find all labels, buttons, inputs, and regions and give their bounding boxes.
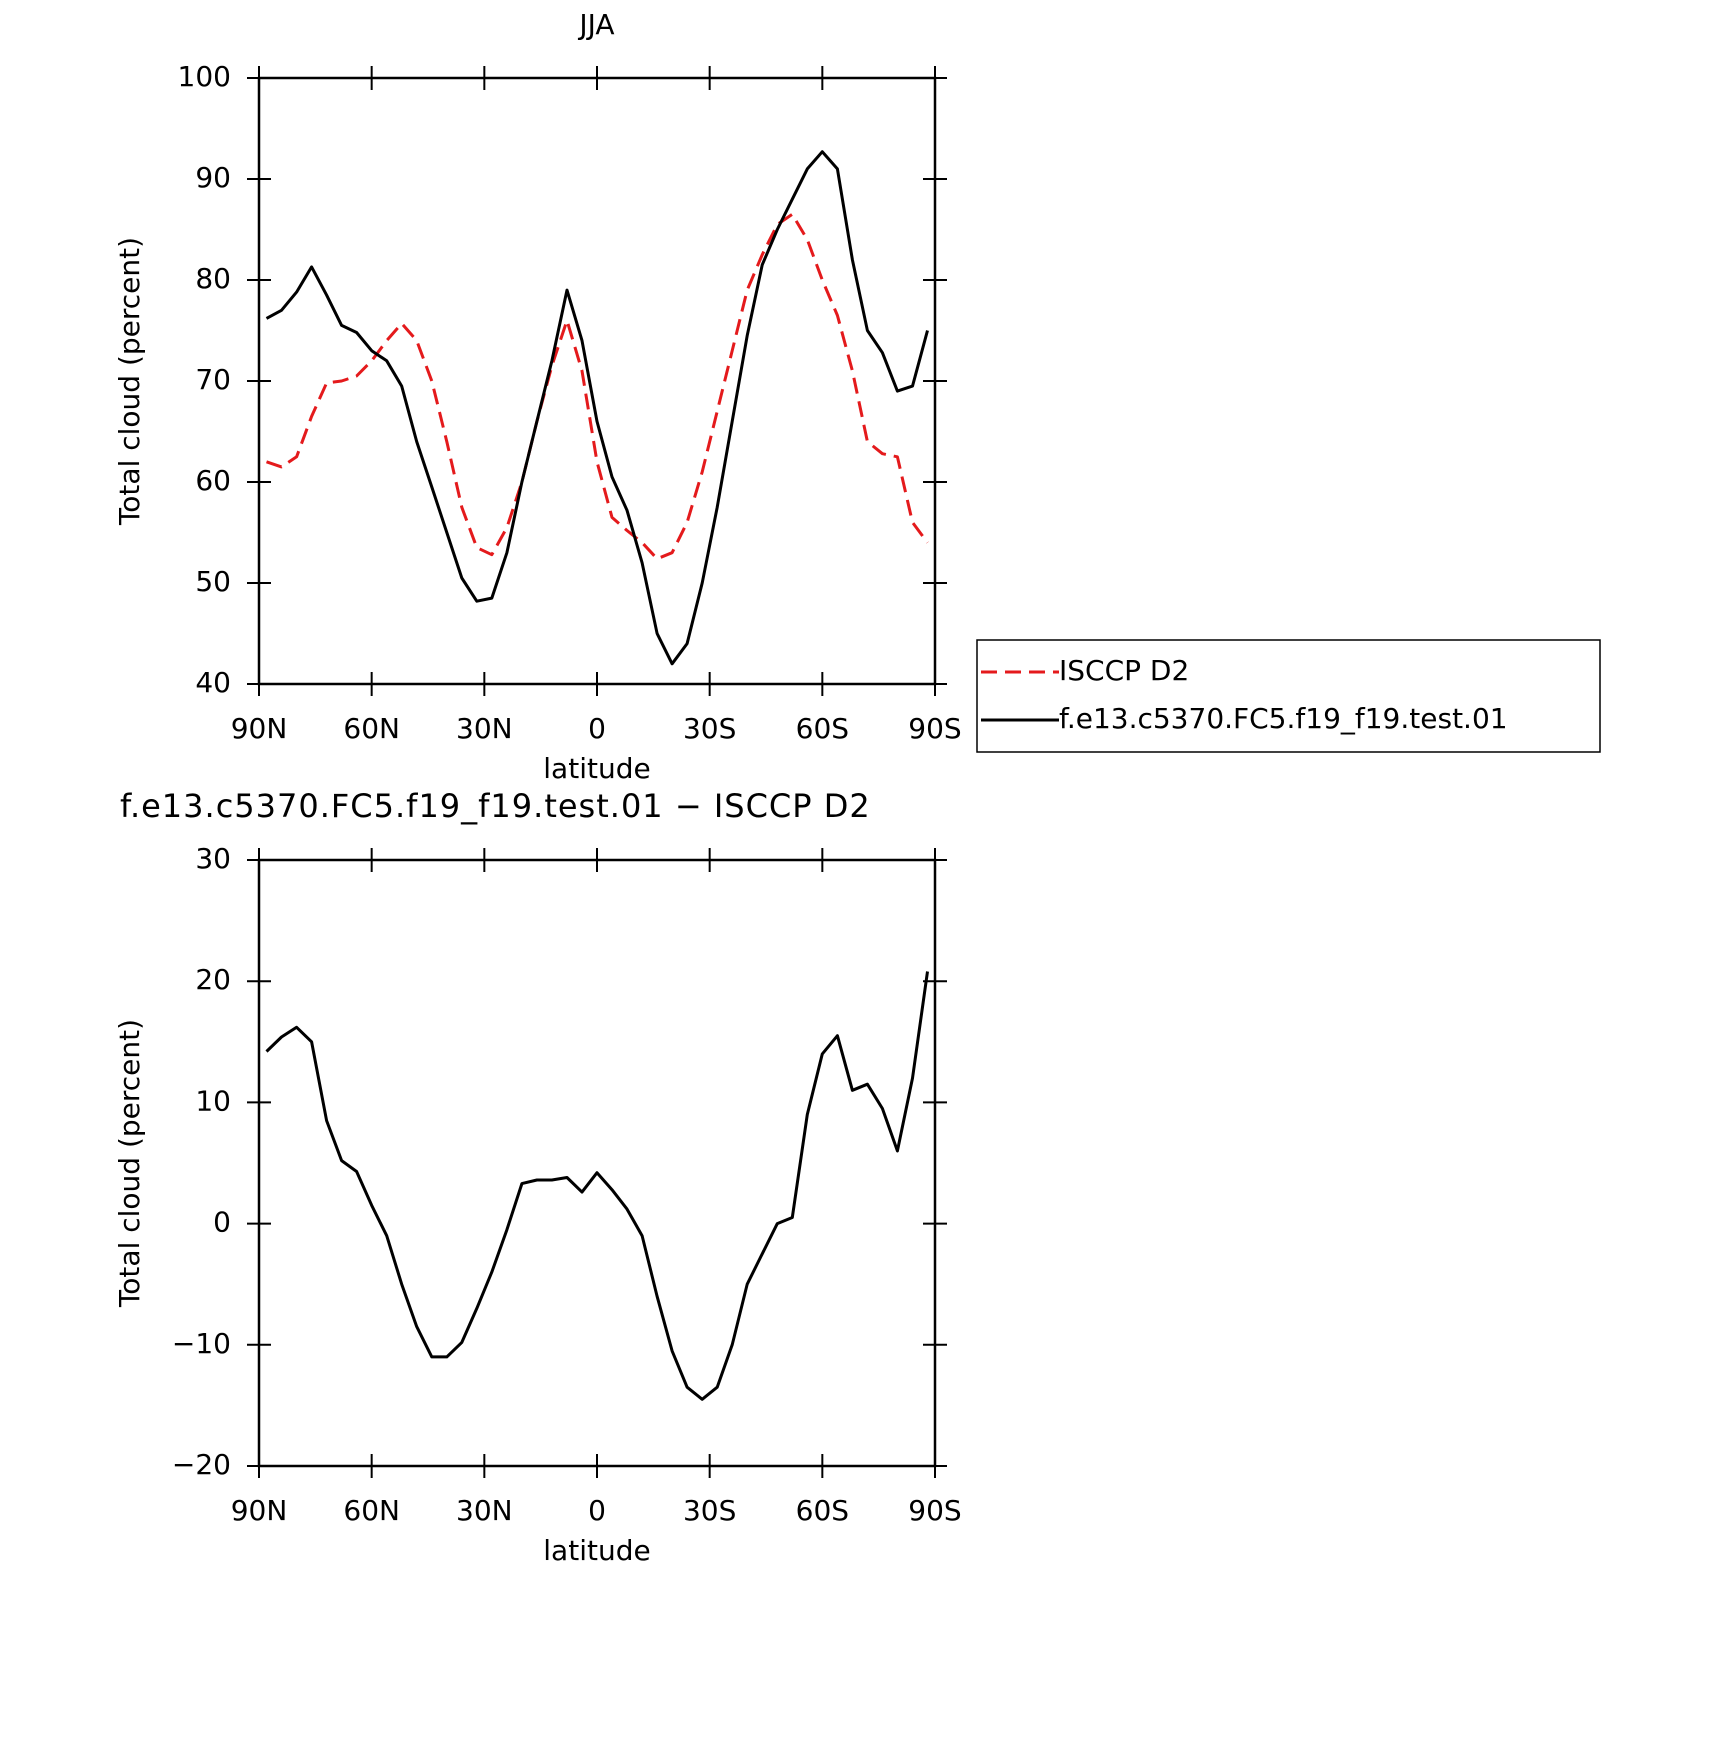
x-tick-label: 30N [456, 712, 513, 745]
x-axis-label: latitude [543, 752, 650, 785]
series-line [265, 971, 929, 1401]
x-tick-label: 60N [343, 712, 400, 745]
x-tick-label: 90S [908, 712, 961, 745]
chart-title: f.e13.c5370.FC5.f19_f19.test.01 − ISCCP … [120, 787, 871, 825]
x-tick-label: 0 [588, 712, 606, 745]
y-tick-label: 100 [178, 60, 231, 93]
y-tick-label: −10 [172, 1327, 231, 1360]
y-tick-label: 70 [195, 363, 231, 396]
series-line [265, 150, 929, 666]
y-tick-label: 60 [195, 464, 231, 497]
y-axis-label: Total cloud (percent) [113, 237, 146, 526]
y-tick-label: 90 [195, 161, 231, 194]
x-tick-label: 90N [231, 712, 288, 745]
y-tick-label: 0 [213, 1206, 231, 1239]
x-tick-label: 60N [343, 1494, 400, 1527]
x-tick-label: 90N [231, 1494, 288, 1527]
y-tick-label: 50 [195, 565, 231, 598]
series-line [266, 212, 929, 561]
x-tick-label: 90S [908, 1494, 961, 1527]
y-tick-label: 30 [195, 842, 231, 875]
y-tick-label: 20 [195, 963, 231, 996]
y-tick-label: −20 [172, 1448, 231, 1481]
x-tick-label: 60S [796, 1494, 849, 1527]
y-tick-label: 40 [195, 666, 231, 699]
y-tick-label: 10 [195, 1084, 231, 1117]
x-axis-label: latitude [543, 1534, 650, 1567]
y-axis-label: Total cloud (percent) [113, 1019, 146, 1308]
plot-frame [257, 858, 937, 1468]
x-tick-label: 30N [456, 1494, 513, 1527]
x-tick-label: 0 [588, 1494, 606, 1527]
legend-label: ISCCP D2 [1059, 654, 1189, 687]
legend-label: f.e13.c5370.FC5.f19_f19.test.01 [1059, 702, 1508, 735]
x-tick-label: 30S [683, 712, 736, 745]
chart-title: JJA [577, 8, 614, 41]
x-tick-label: 30S [683, 1494, 736, 1527]
legend-box [976, 639, 1601, 753]
plot-frame [257, 76, 937, 686]
x-tick-label: 60S [796, 712, 849, 745]
y-tick-label: 80 [195, 262, 231, 295]
